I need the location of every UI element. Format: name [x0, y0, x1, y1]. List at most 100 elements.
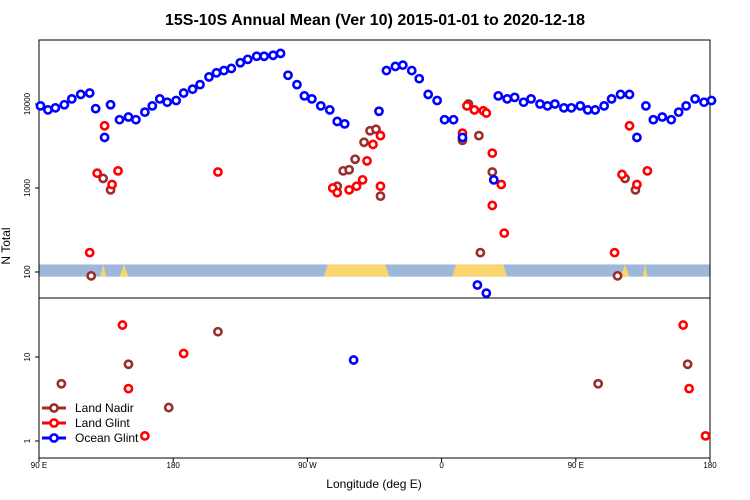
ocean-glint-point	[306, 94, 317, 104]
ocean-glint-point	[582, 105, 593, 115]
ocean-glint-point	[105, 99, 116, 110]
land-nadir-point	[163, 402, 174, 413]
land-glint-point	[487, 200, 498, 211]
ocean-glint-point	[99, 132, 110, 143]
ocean-glint-point	[235, 57, 246, 68]
y-tick-label: 100	[23, 265, 32, 279]
land-glint-point	[107, 179, 117, 190]
legend-label-land-glint: Land Glint	[75, 416, 130, 430]
land-nadir-point	[98, 173, 109, 184]
ocean-glint-point	[348, 355, 359, 365]
ocean-glint-point	[84, 88, 95, 98]
x-tick-label: 90 E	[568, 461, 584, 470]
ocean-glint-point	[624, 89, 635, 100]
ocean-glint-point	[218, 65, 229, 76]
ocean-glint-point	[457, 132, 468, 143]
land-glint-point	[609, 247, 620, 258]
ocean-glint-point	[178, 88, 189, 98]
ocean-glint-point	[648, 114, 659, 125]
legend-marker-ocean-glint	[49, 433, 59, 443]
x-tick-label: 90 E	[31, 461, 47, 470]
ocean-glint-point	[324, 105, 335, 115]
ocean-glint-point	[59, 99, 70, 110]
land-nadir-point	[375, 191, 386, 202]
legend-marker-land-nadir	[49, 403, 59, 413]
ocean-glint-point	[171, 95, 182, 106]
land-glint-point	[84, 247, 95, 258]
ocean-glint-point	[154, 94, 165, 104]
ocean-glint-point	[139, 107, 150, 118]
ocean-glint-point	[590, 105, 601, 115]
land-span	[620, 264, 630, 277]
ocean-glint-point	[699, 97, 709, 108]
land-glint-point	[344, 184, 355, 195]
ocean-glint-point	[558, 102, 569, 113]
y-axis: 100 1000 10000 1 10	[23, 92, 39, 443]
ocean-glint-point	[526, 94, 536, 104]
land-span	[642, 264, 648, 277]
ocean-glint-point	[114, 114, 125, 125]
land-glint-point	[123, 383, 134, 394]
ocean-glint-point	[147, 100, 158, 111]
legend-label-ocean-glint: Ocean Glint	[75, 431, 139, 445]
land-span	[323, 264, 390, 277]
ocean-glint-point	[599, 100, 610, 111]
land-nadir-point	[475, 247, 486, 258]
ocean-glint-point	[187, 84, 198, 95]
ocean-glint-point	[706, 95, 717, 106]
land-nadir-point	[56, 378, 67, 389]
ocean-glint-point	[542, 100, 553, 111]
land-nadir-point	[213, 326, 223, 337]
ocean-glint-point	[509, 92, 520, 103]
x-axis-label: Longitude (deg E)	[326, 477, 421, 491]
ocean-glint-point	[566, 102, 577, 113]
land-glint-point	[487, 148, 498, 159]
land-glint-point	[113, 165, 123, 176]
land-glint-point	[332, 187, 343, 198]
land-glint-point	[92, 168, 103, 179]
land-glint-point	[481, 108, 492, 118]
x-tick-label: 90 W	[298, 461, 317, 470]
ocean-glint-point	[472, 280, 483, 290]
data-points	[35, 48, 717, 441]
land-glint-point	[117, 320, 128, 330]
x-axis: 90 E 180 90 W 0 90 E 180	[31, 458, 717, 470]
ocean-glint-point	[35, 100, 46, 111]
ocean-glint-point	[339, 118, 350, 129]
ocean-glint-point	[481, 288, 492, 299]
ocean-glint-point	[268, 50, 279, 61]
land-glint-point	[624, 120, 635, 131]
ocean-glint-point	[259, 51, 270, 62]
land-glint-point	[368, 139, 378, 150]
ocean-glint-point	[381, 65, 392, 76]
land-glint-point	[642, 165, 653, 176]
ocean-glint-point	[414, 73, 425, 84]
land-nadir-point	[371, 124, 381, 135]
land-nadir-point	[612, 270, 623, 281]
land-nadir-point	[123, 359, 134, 370]
land-glint-point	[213, 167, 223, 177]
ocean-glint-point	[493, 90, 504, 101]
land-nadir-point	[593, 378, 604, 389]
ocean-glint-point	[242, 54, 253, 65]
ocean-glint-point	[275, 48, 286, 59]
ocean-glint-point	[315, 100, 326, 111]
y-tick-label: 10	[23, 352, 32, 361]
ocean-glint-point	[123, 112, 134, 122]
ocean-glint-point	[502, 94, 513, 104]
land-glint-point	[375, 181, 386, 192]
ocean-glint-point	[690, 94, 700, 104]
ocean-glint-point	[406, 65, 417, 76]
land-glint-point	[496, 179, 507, 190]
chart-title: 15S-10S Annual Mean (Ver 10) 2015-01-01 …	[165, 12, 585, 29]
ocean-glint-point	[397, 60, 408, 71]
ocean-glint-point	[575, 100, 586, 111]
ocean-glint-point	[615, 89, 626, 100]
land-nadir-point	[682, 359, 693, 370]
land-glint-point	[678, 320, 689, 330]
ocean-glint-point	[283, 70, 293, 81]
ocean-glint-point	[211, 67, 222, 78]
ocean-glint-point	[632, 132, 642, 143]
ocean-glint-point	[606, 94, 617, 104]
ocean-glint-point	[43, 105, 53, 115]
